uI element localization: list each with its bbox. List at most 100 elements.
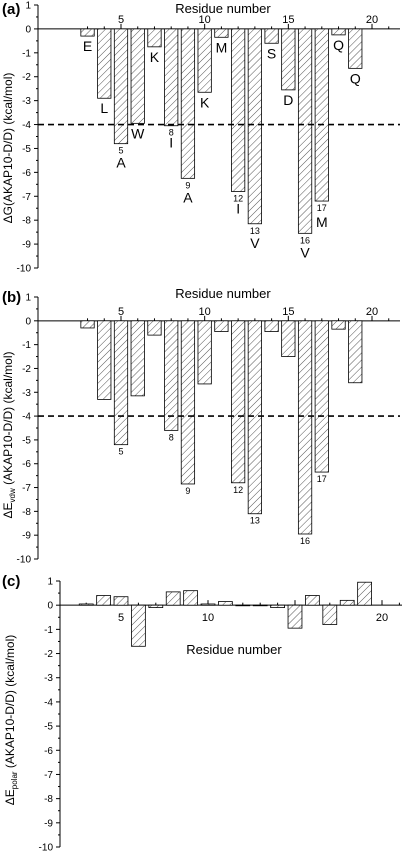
panel-a-xlabel: Residue number	[175, 1, 271, 16]
panel-a-bar-number-label: 12	[233, 193, 243, 203]
panel-b-y-tick-label: -6	[22, 459, 31, 470]
panel-a-bar	[331, 28, 346, 36]
panel-b-y-tick-label: 1	[25, 293, 31, 304]
panel-a-bar	[80, 28, 95, 37]
panel-a-bar	[264, 28, 279, 44]
panel-a-bar	[231, 28, 246, 192]
panel-c-y-tick-label: -1	[44, 625, 53, 636]
panel-b-bar	[214, 320, 229, 332]
panel-a-bar	[314, 28, 329, 202]
panel-a-amino-acid-label: M	[316, 214, 328, 230]
panel-c-y-tick-label: -4	[44, 697, 53, 708]
panel-a-chart: (a) Residue number ΔG(AKAP10-D/D) (kcal/…	[1, 1, 400, 275]
panel-b-x-tick-label: 20	[366, 306, 378, 318]
panel-a-y-tick-label: -9	[22, 240, 31, 251]
panel-a-x-tick-label: 15	[282, 14, 294, 26]
panel-a-amino-acid-label: A	[183, 189, 193, 205]
panel-a-bar	[297, 28, 313, 234]
panel-a-y-tick-label: -2	[22, 72, 31, 83]
panel-c-bar	[270, 604, 285, 609]
panel-b-bar	[197, 320, 212, 385]
panel-b-bar	[231, 320, 246, 484]
panel-c-bar	[218, 601, 233, 606]
panel-b-ylabel: ΔEvdw (AKAP10-D/D) (kcal/mol)	[1, 352, 17, 519]
panel-b-bar	[164, 320, 179, 431]
panel-a-amino-acid-label: D	[283, 92, 293, 108]
panel-c-y-tick-label: -10	[39, 843, 54, 851]
panel-c-letter: (c)	[2, 573, 20, 590]
panel-b-chart: (b) Residue number ΔEvdw (AKAP10-D/D) (k…	[1, 286, 400, 566]
panel-b-y-tick-label: -3	[22, 388, 31, 399]
panel-b-bar	[264, 320, 279, 332]
panel-a-letter: (a)	[2, 1, 20, 18]
panel-b-xlabel: Residue number	[175, 286, 271, 301]
panel-a-x-tick-label: 20	[366, 14, 378, 26]
panel-b-x-tick-label: 5	[118, 306, 124, 318]
panel-c-y-tick-label: -5	[44, 722, 53, 733]
panel-a-bar-number-label: 17	[317, 203, 327, 213]
panel-c-bar	[183, 590, 198, 606]
panel-a-x-tick-label: 5	[118, 14, 124, 26]
panel-a-bar	[180, 28, 196, 179]
panel-c-y-tick-label: -9	[44, 818, 53, 829]
panel-c-y-tick-label: -6	[44, 746, 53, 757]
panel-c-bar	[322, 604, 338, 625]
panel-c-bar	[96, 595, 111, 606]
panel-b-y-tick-label: -1	[22, 340, 31, 351]
panel-c-y-tick-label: -2	[44, 649, 53, 660]
panel-b-bar	[180, 320, 196, 485]
panel-b-bar-number-label: 9	[185, 486, 190, 496]
panel-b-y-tick-label: 0	[25, 316, 31, 327]
panel-a-bar	[97, 28, 112, 99]
panel-c-bar	[148, 604, 164, 609]
panel-c-chart: (c) Residue number ΔEpolar (AKAP10-D/D) …	[2, 573, 402, 851]
panel-c-bar	[113, 596, 129, 606]
panel-a-amino-acid-label: I	[236, 200, 240, 216]
panel-c-bar	[252, 604, 268, 607]
panel-a-y-tick-label: -10	[17, 264, 32, 275]
panel-c-bar	[78, 603, 94, 606]
panel-b-bar	[348, 320, 363, 384]
panel-c-y-tick-label: -7	[44, 770, 53, 781]
panel-c-y-tick-label: -3	[44, 673, 53, 684]
panel-c-bar	[357, 581, 372, 606]
panel-b-y-tick-label: -10	[17, 555, 32, 566]
panel-b-letter: (b)	[2, 289, 21, 306]
panel-a-bar	[130, 28, 145, 124]
panel-b-bar	[130, 320, 145, 397]
panel-b-y-tick-label: -7	[22, 483, 31, 494]
panel-c-y-tick-label: 1	[47, 577, 53, 588]
panel-a-y-tick-label: -8	[22, 216, 31, 227]
panel-b-bar	[147, 320, 162, 336]
panel-b-bar-number-label: 17	[317, 474, 327, 484]
panel-c-bar	[200, 603, 216, 606]
panel-a-amino-acid-label: W	[131, 125, 145, 141]
panel-b-y-tick-label: -4	[22, 412, 31, 423]
panel-b-y-tick-label: -9	[22, 531, 31, 542]
panel-a-amino-acid-label: L	[100, 100, 108, 116]
panel-a-bar	[348, 28, 363, 69]
panel-a-y-tick-label: -6	[22, 168, 31, 179]
panel-b-bar	[247, 320, 262, 515]
panel-a-amino-acid-label: K	[150, 49, 160, 65]
panel-a-bar-number-label: 5	[118, 146, 123, 156]
panel-a-ylabel: ΔG(AKAP10-D/D) (kcal/mol)	[1, 73, 15, 224]
panel-b-x-tick-label: 10	[199, 306, 211, 318]
panel-b-bar	[331, 320, 346, 330]
panel-b-bar	[281, 320, 296, 357]
panel-a-y-tick-label: -7	[22, 192, 31, 203]
panel-b-bar-number-label: 16	[300, 536, 310, 546]
panel-b-x-tick-label: 15	[282, 306, 294, 318]
panel-b-bar	[297, 320, 313, 535]
panel-b-bar	[314, 320, 329, 473]
panel-a-amino-acid-label: I	[169, 135, 173, 151]
panel-c-bar	[305, 595, 320, 606]
panel-a-amino-acid-label: M	[216, 39, 228, 55]
panel-c-ylabel: ΔEpolar (AKAP10-D/D) (kcal/mol)	[3, 635, 19, 806]
panel-c-y-tick-label: -8	[44, 794, 53, 805]
panel-a-bar	[247, 28, 262, 225]
panel-a-bar	[113, 28, 129, 145]
panel-a-y-tick-label: -5	[22, 144, 31, 155]
panel-c-bar	[165, 591, 181, 606]
